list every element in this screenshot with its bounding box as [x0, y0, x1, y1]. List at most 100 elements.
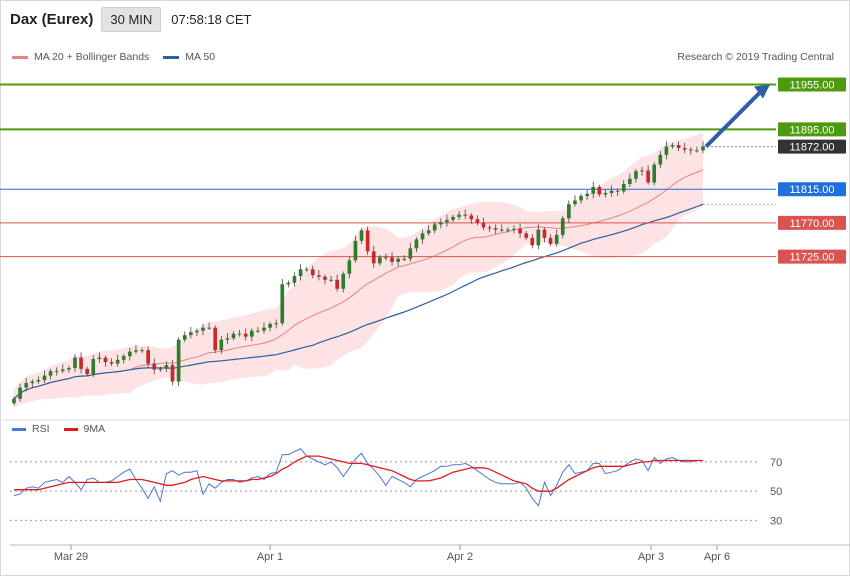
candle-body: [524, 233, 529, 238]
candle-body: [365, 230, 370, 252]
candle-body: [12, 398, 16, 404]
candle-body: [237, 333, 242, 335]
candle-body: [646, 170, 650, 183]
copyright-text: Research © 2019 Trading Central: [677, 51, 834, 63]
candle-body: [280, 284, 285, 324]
candle-body: [36, 380, 41, 382]
candle-body: [158, 368, 163, 370]
rsi-swatch-icon: [12, 427, 26, 431]
candle-body: [91, 359, 96, 375]
candle-body: [481, 222, 486, 228]
candle-body: [146, 350, 150, 364]
candle-body: [579, 195, 583, 201]
candle-body: [640, 170, 644, 172]
x-tick-label: Apr 1: [257, 551, 283, 563]
candle-body: [573, 200, 577, 205]
candle-body: [48, 371, 53, 376]
level-label-box: [778, 77, 846, 92]
rsi-tick-label: 70: [770, 457, 782, 469]
candle-body: [567, 204, 571, 219]
candle-body: [262, 327, 266, 331]
candle-body: [213, 327, 218, 351]
candle-body: [676, 145, 681, 149]
candle-body: [499, 229, 504, 231]
candle-body: [420, 233, 425, 240]
candle-body: [329, 279, 333, 281]
candle-body: [457, 214, 461, 217]
candle-body: [518, 228, 522, 234]
rsi-legend: RSI 9MA: [12, 423, 119, 435]
candle-body: [30, 381, 35, 384]
candle-body: [73, 357, 77, 369]
candle-body: [347, 260, 352, 274]
bollinger-swatch-icon: [12, 55, 28, 59]
level-label-11725.00: 11725.00: [789, 252, 834, 264]
ma50-line: [13, 203, 704, 400]
candle-body: [506, 229, 510, 231]
candle-body: [597, 186, 602, 195]
candle-body: [103, 357, 108, 363]
candle-body: [701, 146, 705, 151]
candle-body: [353, 240, 358, 261]
candle-body: [231, 333, 236, 339]
level-label-box: [778, 249, 846, 264]
candle-body: [219, 339, 224, 351]
instrument-title: Dax (Eurex): [10, 10, 94, 28]
candle-body: [140, 350, 144, 352]
candle-body: [341, 273, 346, 289]
level-label-box: [778, 122, 846, 137]
candle-body: [396, 258, 400, 262]
x-tick-label: Apr 2: [447, 551, 473, 563]
candle-body: [109, 362, 114, 364]
candle-body: [554, 234, 559, 244]
candle-body: [378, 257, 382, 264]
candle-body: [67, 368, 71, 370]
level-label-box: [778, 215, 846, 230]
candle-body: [207, 327, 211, 329]
candle-body: [286, 282, 291, 285]
legend-9ma-label: 9MA: [83, 423, 106, 435]
candle-body: [243, 333, 248, 337]
candle-body: [359, 230, 364, 241]
candle-body: [97, 357, 102, 360]
candle-body: [512, 228, 516, 230]
candle-body: [170, 365, 175, 382]
candles-group: [12, 141, 705, 406]
candle-body: [79, 357, 83, 369]
ma50-swatch-icon: [163, 55, 180, 59]
candle-body: [335, 279, 339, 289]
candle-body: [310, 269, 315, 276]
level-label-11895.00: 11895.00: [789, 124, 834, 136]
candle-body: [60, 369, 65, 372]
candle-body: [225, 338, 230, 340]
candle-body: [195, 330, 199, 333]
timeframe-button[interactable]: 30 MIN: [101, 6, 162, 32]
rsi-tick-label: 30: [770, 515, 782, 527]
candle-body: [134, 350, 138, 352]
candle-body: [256, 330, 260, 332]
candle-body: [408, 248, 413, 259]
candle-body: [493, 228, 498, 230]
chart-header: Dax (Eurex) 30 MIN 07:58:18 CET: [0, 5, 252, 33]
candle-body: [670, 145, 675, 147]
candle-body: [274, 323, 279, 325]
candle-body: [621, 183, 626, 192]
rsi-tick-label: 50: [770, 486, 782, 498]
candle-body: [591, 186, 596, 194]
level-label-11872.00: 11872.00: [789, 142, 834, 154]
candle-body: [548, 237, 553, 244]
candle-body: [463, 214, 468, 216]
candle-body: [292, 276, 297, 283]
candle-body: [304, 269, 309, 271]
candle-body: [152, 363, 157, 370]
x-tick-label: Mar 29: [54, 551, 88, 563]
candle-body: [182, 335, 187, 340]
clock-time: 07:58:18 CET: [171, 11, 252, 27]
candle-body: [317, 275, 321, 277]
candle-body: [323, 276, 327, 280]
level-label-11955.00: 11955.00: [789, 79, 834, 91]
candle-body: [188, 332, 193, 336]
candle-body: [652, 164, 657, 183]
candle-body: [664, 146, 669, 155]
